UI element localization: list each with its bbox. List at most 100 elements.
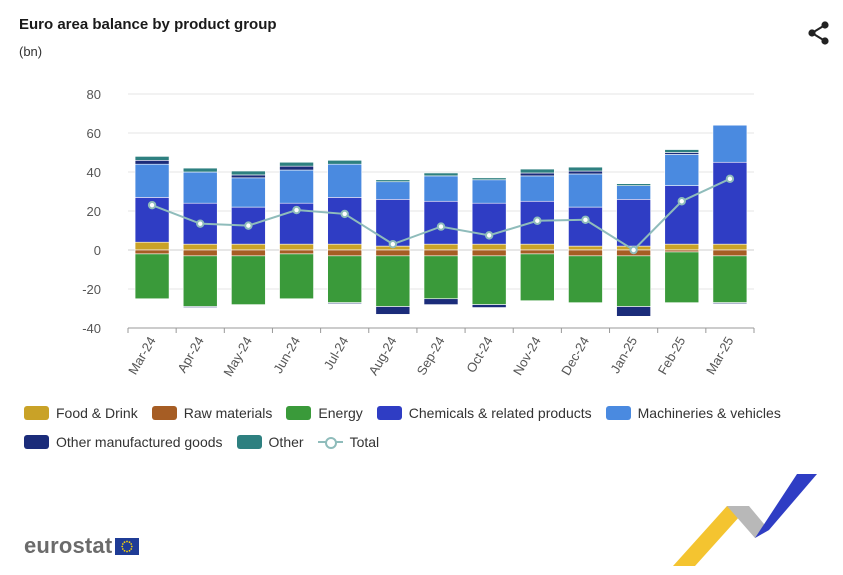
legend-item-other[interactable]: Other bbox=[236, 434, 304, 450]
bar-segment bbox=[616, 306, 651, 317]
bar-segment bbox=[231, 177, 266, 208]
x-tick-label: Jun-24 bbox=[270, 334, 303, 376]
legend-label: Machineries & vehicles bbox=[637, 405, 781, 421]
bar-segment bbox=[520, 172, 555, 177]
total-point bbox=[147, 200, 157, 210]
bar-segment bbox=[182, 249, 218, 257]
bar-segment bbox=[279, 249, 314, 255]
logo-text: eurostat bbox=[24, 533, 113, 558]
legend-item-raw-materials[interactable]: Raw materials bbox=[151, 405, 272, 421]
legend-item-other-manufactured[interactable]: Other manufactured goods bbox=[24, 434, 223, 450]
bar-segment bbox=[279, 253, 314, 300]
total-point bbox=[677, 197, 686, 206]
legend-item-total[interactable]: Total bbox=[317, 434, 380, 450]
total-point bbox=[533, 216, 542, 225]
legend-line-swatch bbox=[317, 435, 343, 449]
total-point bbox=[340, 209, 349, 219]
bar-segment bbox=[327, 163, 362, 198]
legend-swatch bbox=[286, 406, 312, 420]
bar-segment bbox=[231, 170, 266, 176]
y-tick-label: -40 bbox=[82, 321, 101, 336]
x-tick-label: Oct-24 bbox=[463, 334, 495, 375]
bar-segment bbox=[134, 156, 170, 161]
legend-item-food-drink[interactable]: Food & Drink bbox=[24, 405, 138, 421]
y-tick-label: 60 bbox=[87, 126, 101, 141]
total-point bbox=[436, 222, 446, 231]
bar-segment bbox=[568, 166, 603, 172]
legend-label: Energy bbox=[318, 405, 363, 421]
bar-segment bbox=[664, 185, 700, 245]
bar-segment bbox=[568, 173, 603, 208]
bar-segment bbox=[471, 243, 507, 251]
bar-segment bbox=[712, 255, 748, 303]
x-tick-label: Sep-24 bbox=[414, 334, 448, 378]
bar-segment bbox=[616, 255, 651, 307]
decorative-chevron-graphic bbox=[673, 474, 817, 566]
bar-segment bbox=[134, 249, 170, 255]
bar-segment bbox=[520, 175, 555, 202]
bar-segment bbox=[231, 255, 266, 305]
bar-segment bbox=[231, 174, 266, 179]
bar-segment bbox=[616, 185, 651, 200]
y-tick-label: -20 bbox=[82, 282, 101, 297]
bar-segment bbox=[182, 306, 218, 308]
legend-swatch bbox=[24, 435, 49, 449]
x-tick-label: Aug-24 bbox=[365, 334, 399, 378]
bar-segment bbox=[231, 243, 266, 251]
eurostat-logo: eurostat bbox=[24, 533, 140, 559]
bar-segment bbox=[375, 306, 411, 315]
bar-segment bbox=[134, 253, 170, 300]
legend-swatch bbox=[24, 406, 49, 420]
bar-segment bbox=[664, 251, 700, 303]
bar-segment bbox=[375, 181, 411, 200]
bar-segment bbox=[712, 302, 748, 304]
bar-segment bbox=[568, 255, 603, 303]
total-point bbox=[292, 205, 301, 215]
x-tick-label: Jan-25 bbox=[607, 334, 640, 376]
x-tick-label: Mar-25 bbox=[703, 334, 737, 377]
legend-swatch bbox=[151, 406, 177, 420]
y-tick-label: 0 bbox=[94, 243, 101, 258]
x-tick-label: Mar-24 bbox=[125, 334, 159, 377]
x-tick-label: Feb-25 bbox=[655, 334, 689, 377]
legend-swatch bbox=[236, 435, 262, 449]
legend-item-chemicals[interactable]: Chemicals & related products bbox=[376, 405, 592, 421]
bar-segment bbox=[182, 167, 218, 173]
legend-label: Total bbox=[349, 434, 380, 450]
bar-segment bbox=[231, 249, 266, 257]
bar-segment bbox=[423, 175, 459, 202]
bar-segment bbox=[279, 243, 314, 251]
legend-item-machineries[interactable]: Machineries & vehicles bbox=[605, 405, 781, 421]
total-point bbox=[388, 239, 398, 249]
bar-segment bbox=[279, 169, 314, 204]
bar-segment bbox=[664, 154, 700, 186]
bar-segment bbox=[423, 249, 459, 257]
bar-segment bbox=[568, 249, 603, 257]
bar-segment bbox=[423, 255, 459, 300]
y-tick-label: 80 bbox=[87, 87, 101, 102]
bar-segment bbox=[375, 179, 411, 183]
bar-segment bbox=[375, 249, 411, 257]
legend-item-energy[interactable]: Energy bbox=[286, 405, 363, 421]
bar-segment bbox=[134, 160, 170, 165]
total-point bbox=[244, 221, 253, 230]
x-tick-label: Dec-24 bbox=[558, 334, 592, 378]
bar-segment bbox=[568, 170, 603, 175]
bar-segment bbox=[182, 171, 218, 204]
share-icon[interactable] bbox=[806, 20, 832, 46]
bar-segment bbox=[471, 304, 507, 308]
x-tick-label: Apr-24 bbox=[174, 334, 207, 375]
bar-segment bbox=[471, 177, 507, 181]
bar-segment bbox=[712, 124, 748, 163]
x-tick-label: Jul-24 bbox=[321, 334, 352, 372]
bar-segment bbox=[134, 241, 170, 251]
bar-segment bbox=[471, 249, 507, 257]
bar-segment bbox=[327, 255, 362, 303]
bar-segment bbox=[712, 249, 748, 257]
bar-segment bbox=[182, 243, 218, 251]
legend-label: Other manufactured goods bbox=[56, 434, 223, 450]
bar-segment bbox=[279, 161, 314, 167]
legend-label: Chemicals & related products bbox=[408, 405, 592, 421]
bar-segment bbox=[182, 255, 218, 307]
bar-segment bbox=[520, 253, 555, 301]
